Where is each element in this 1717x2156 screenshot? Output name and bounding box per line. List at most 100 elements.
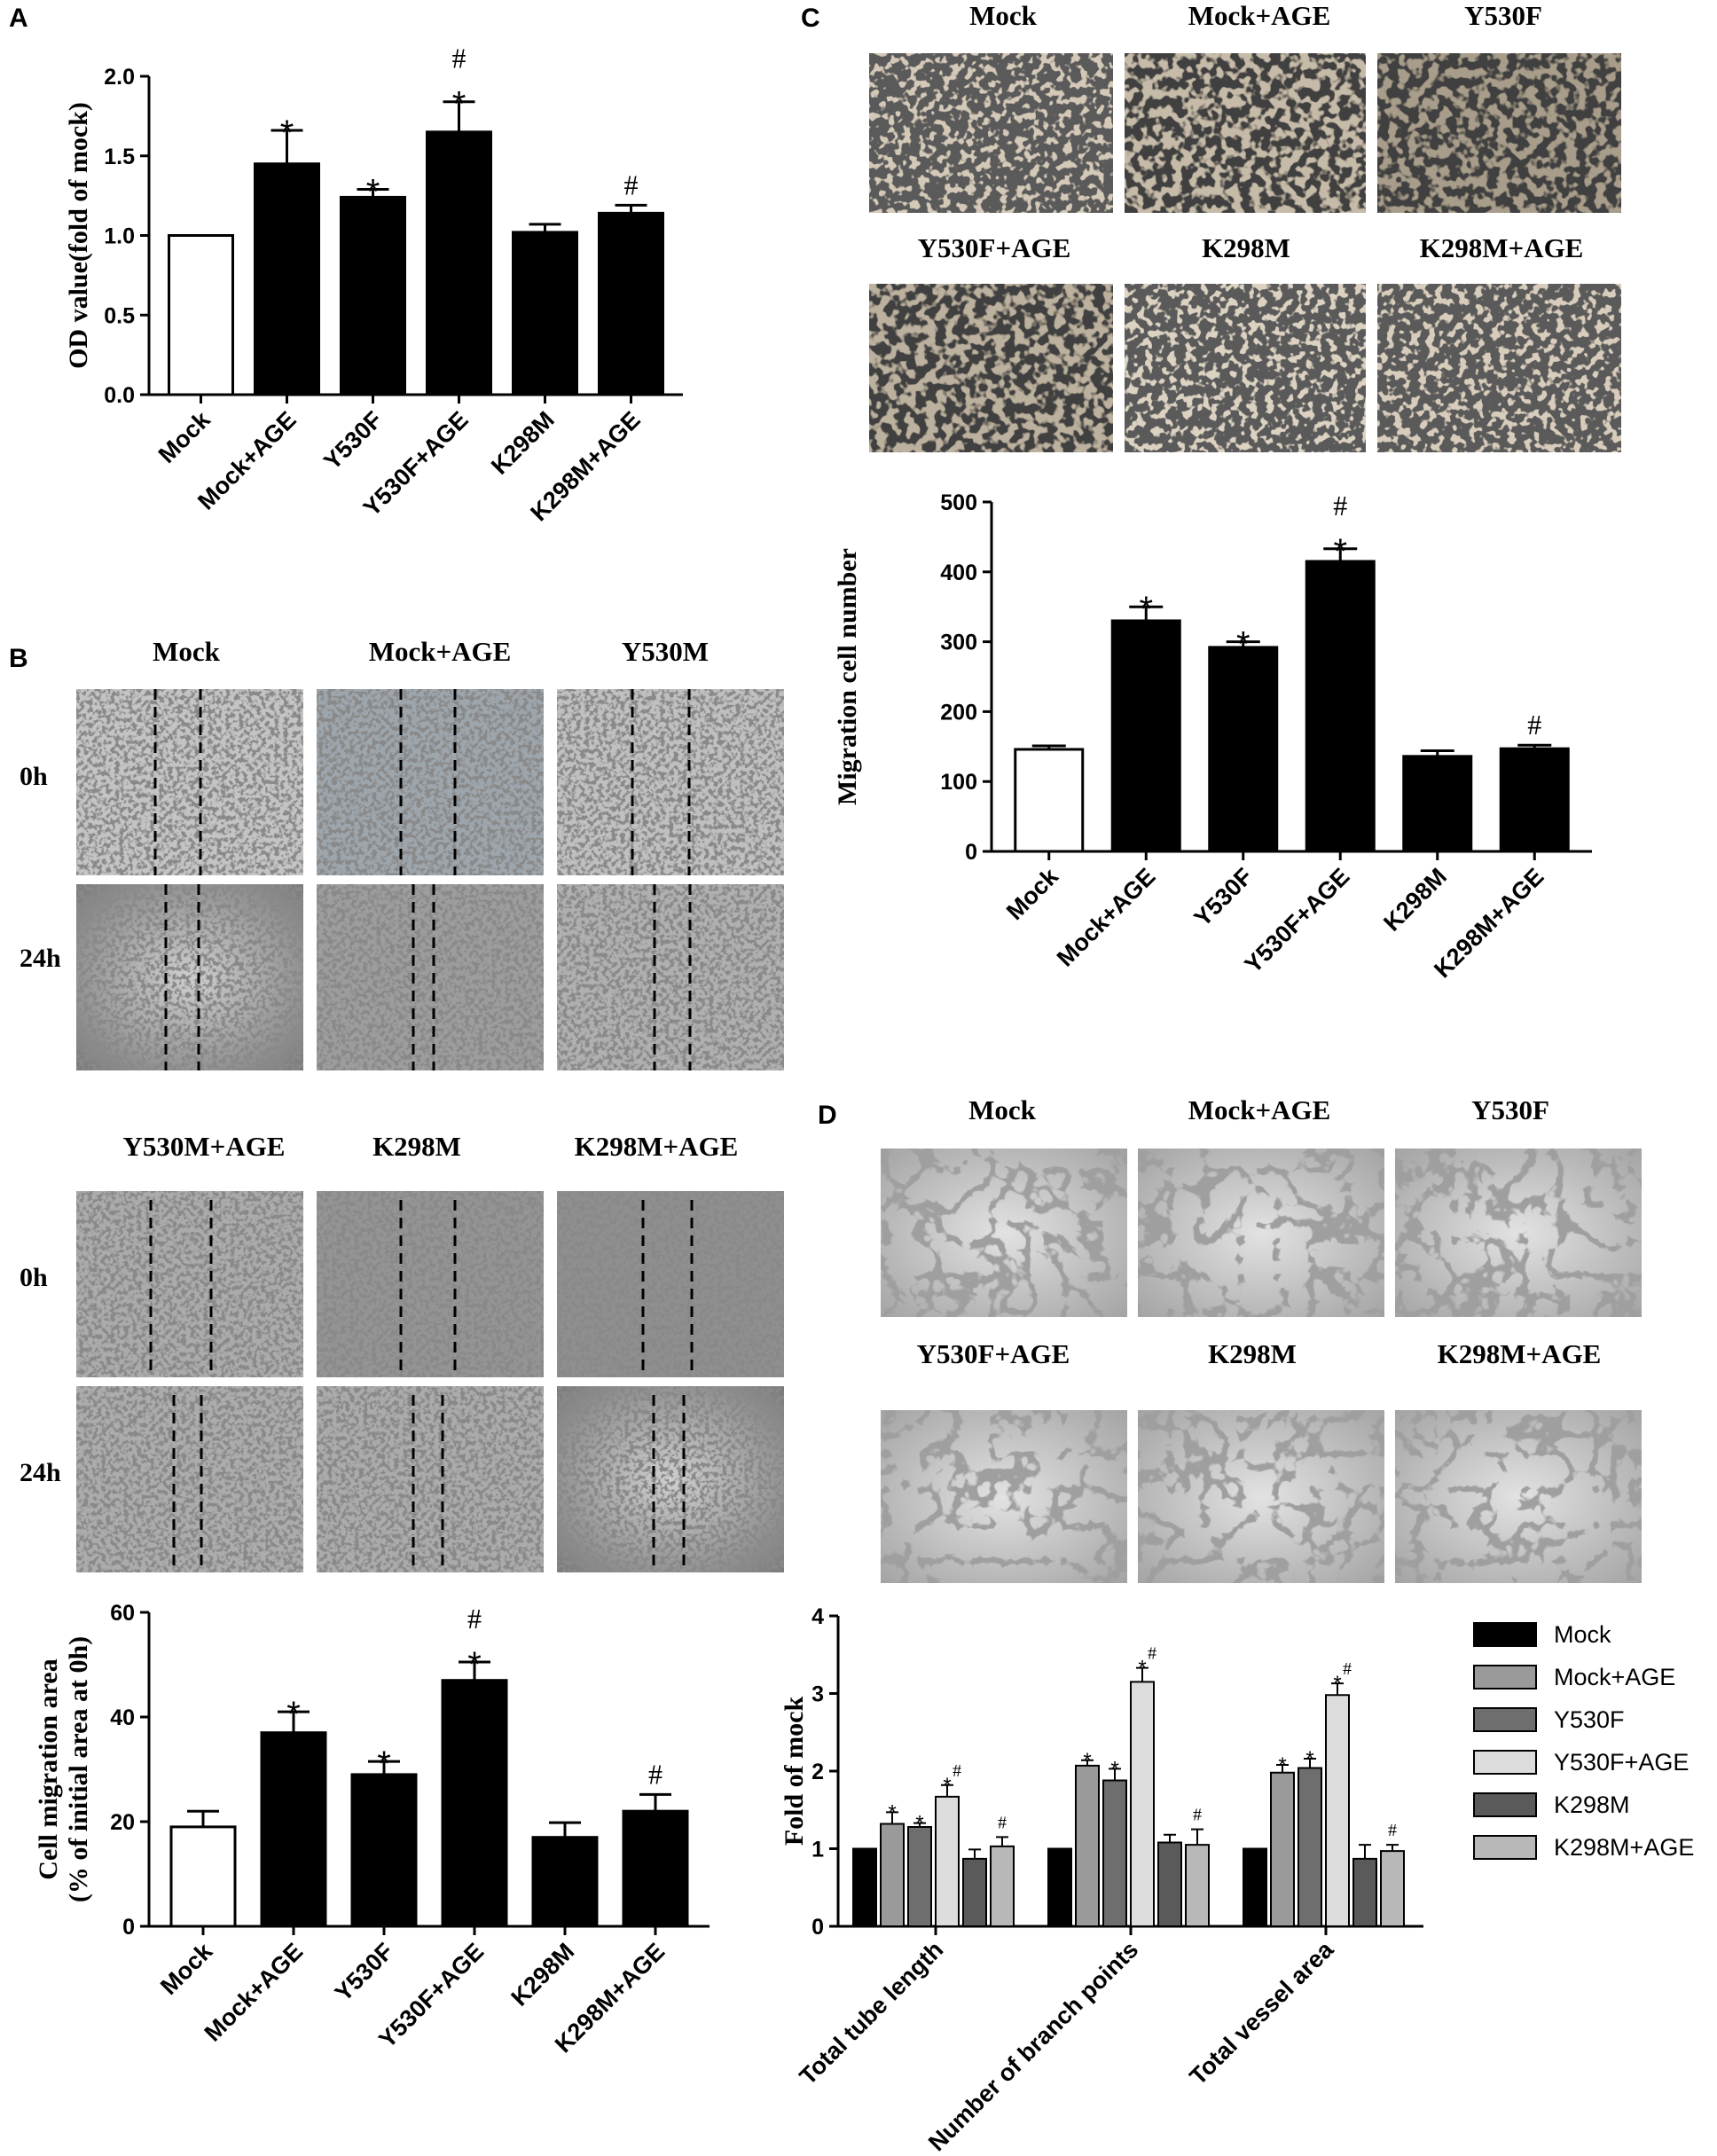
- significance-hash: #: [998, 1813, 1007, 1832]
- chart-b-migration-area: 0 20 40 60 Cell migration area (% of initial …: [34, 1601, 710, 2058]
- bar: [1243, 1847, 1267, 1927]
- bar: [1298, 1767, 1322, 1927]
- panel-c-micrographs: [869, 53, 1621, 452]
- panel-c-headers: Mock Mock+AGE Y530F Y530F+AGE K298M K298…: [918, 0, 1584, 263]
- panel-d-header: Mock+AGE: [1188, 1094, 1331, 1125]
- significance-star: *: [1083, 1749, 1091, 1773]
- y-tick-label: 400: [940, 561, 977, 585]
- panel-d-micrographs: [881, 1149, 1642, 1583]
- significance-star: *: [366, 172, 380, 211]
- bar: [880, 1823, 905, 1927]
- transwell-micrograph: [1377, 284, 1621, 452]
- x-tick-label: Mock+AGE: [200, 1938, 309, 2047]
- bar: [1208, 646, 1279, 853]
- bar: [962, 1857, 987, 1927]
- row-label-0h: 0h: [20, 1263, 48, 1292]
- significance-hash: #: [1333, 490, 1347, 521]
- y-tick-label: 2.0: [104, 65, 135, 90]
- y-tick-label: 1.0: [104, 224, 135, 249]
- legend-swatch: [1473, 1707, 1537, 1732]
- legend-swatch: [1473, 1750, 1537, 1775]
- significance-star: *: [915, 1812, 923, 1836]
- tube-micrograph: [1138, 1149, 1384, 1317]
- bar: [1075, 1764, 1100, 1927]
- bar: [1270, 1771, 1295, 1927]
- y-tick-label: 1.5: [104, 145, 135, 169]
- transwell-micrograph: [869, 53, 1113, 213]
- significance-star: *: [1305, 1747, 1313, 1771]
- significance-hash: #: [1193, 1806, 1202, 1825]
- y-tick-label: 100: [940, 770, 977, 795]
- chart-a-od-value: 0.0 0.5 1.0 1.5 2.0 OD value(fold of mock) Moc…: [64, 43, 683, 526]
- bar: [260, 1731, 327, 1928]
- significance-hash: #: [1148, 1644, 1156, 1664]
- panel-c-header: Y530F: [1464, 0, 1542, 31]
- bar: [1157, 1841, 1182, 1927]
- bar: [907, 1826, 932, 1927]
- bar: [1130, 1681, 1155, 1927]
- significance-hash: #: [1343, 1659, 1352, 1679]
- bar: [1402, 755, 1473, 853]
- panel-c-header: Y530F+AGE: [918, 232, 1071, 263]
- significance-hash: #: [953, 1761, 961, 1781]
- y-axis-label: OD value(fold of mock): [64, 102, 93, 369]
- panel-b-header: K298M+AGE: [575, 1131, 739, 1162]
- significance-star: *: [943, 1774, 951, 1798]
- x-tick-label: Number of branch points: [923, 1936, 1143, 2156]
- panel-b-headers-top: Mock Mock+AGE Y530M: [153, 636, 709, 667]
- panel-b-header: Y530M+AGE: [123, 1131, 286, 1162]
- x-tick-label: Total vessel area: [1185, 1935, 1339, 2089]
- scratch-micrograph: [557, 689, 784, 875]
- significance-star: *: [467, 1645, 482, 1684]
- significance-hash: #: [1388, 1821, 1397, 1840]
- y-tick-label: 200: [940, 700, 977, 725]
- panel-b-header: K298M: [372, 1131, 461, 1162]
- scratch-micrograph: [317, 689, 544, 875]
- scratch-micrograph: [76, 884, 303, 1070]
- scratch-micrograph: [317, 884, 544, 1070]
- scratch-micrograph: [557, 1191, 784, 1377]
- y-tick-label: 60: [110, 1601, 135, 1626]
- bar: [1352, 1857, 1377, 1927]
- significance-hash: #: [452, 43, 466, 74]
- panel-letter-d: D: [818, 1101, 837, 1130]
- row-label-0h: 0h: [20, 762, 48, 791]
- significance-star: *: [452, 85, 466, 124]
- panel-c-header: K298M+AGE: [1420, 232, 1584, 263]
- panel-b-micrographs-bottom: [76, 1191, 784, 1572]
- y-tick-label: 300: [940, 631, 977, 655]
- y-tick-label: 0: [965, 840, 977, 865]
- panel-c-header: Mock: [969, 0, 1038, 31]
- legend-label: K298M+AGE: [1554, 1834, 1694, 1861]
- panel-letter-a: A: [9, 4, 28, 33]
- significance-star: *: [1139, 590, 1153, 629]
- bar: [512, 231, 578, 396]
- significance-star: *: [286, 1695, 301, 1734]
- y-tick-label: 0.0: [104, 383, 135, 408]
- panel-b-header: Mock: [153, 636, 221, 667]
- chart-c-migration-number: 0 100 200 300 400 500 Migration cell number Moc…: [833, 490, 1592, 983]
- significance-star: *: [280, 114, 294, 153]
- x-tick-label: K298M: [486, 406, 560, 480]
- bar: [935, 1795, 960, 1927]
- bar: [1047, 1847, 1072, 1927]
- legend-label: K298M: [1554, 1791, 1630, 1818]
- x-tick-label: Mock: [155, 1937, 218, 2000]
- y-tick-label: 2: [811, 1760, 824, 1784]
- transwell-micrograph: [869, 284, 1113, 452]
- panel-d-header: Y530F: [1471, 1094, 1549, 1125]
- significance-star: *: [1333, 532, 1347, 571]
- y-axis-label: Fold of mock: [780, 1697, 809, 1846]
- bar: [340, 195, 406, 396]
- panel-b-micrographs-top: [76, 689, 784, 1070]
- row-label-24h: 24h: [20, 1458, 61, 1487]
- y-tick-label: 0.5: [104, 303, 135, 328]
- y-tick-label: 0: [122, 1915, 135, 1940]
- bar: [1110, 619, 1181, 853]
- panel-d-header: Y530F+AGE: [917, 1338, 1070, 1369]
- y-tick-label: 500: [940, 490, 977, 515]
- y-axis-label-line2: (% of initial area at 0h): [64, 1636, 93, 1902]
- x-tick-label: K298M: [1378, 863, 1452, 937]
